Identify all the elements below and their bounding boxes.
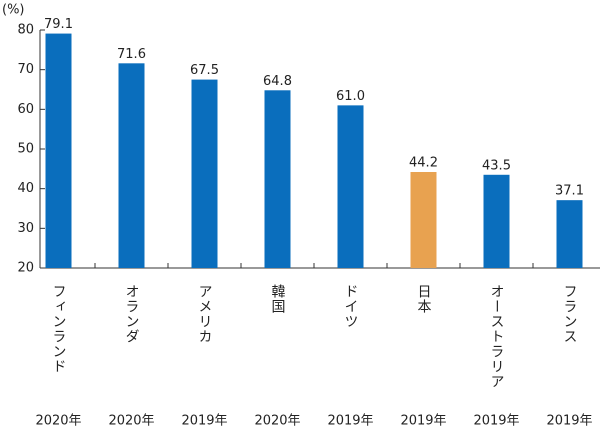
bar — [337, 105, 364, 268]
x-tick-label: 韓国 — [270, 284, 286, 314]
y-tick-label: 30 — [17, 221, 34, 236]
value-label: 37.1 — [555, 184, 584, 199]
bar — [264, 90, 291, 268]
y-tick-label: 20 — [17, 261, 34, 276]
x-tick-label: オランダ — [124, 284, 140, 344]
year-label: 2019年 — [546, 414, 592, 429]
year-label: 2019年 — [400, 414, 446, 429]
year-label: 2019年 — [473, 414, 519, 429]
value-label: 64.8 — [263, 74, 292, 89]
x-tick-label: ドイツ — [343, 284, 359, 329]
x-tick-label: アメリカ — [197, 284, 213, 344]
bar — [118, 63, 145, 268]
value-label: 71.6 — [117, 47, 146, 62]
y-tick-label: 50 — [17, 142, 34, 157]
value-label: 79.1 — [44, 17, 73, 32]
bar — [191, 79, 218, 268]
year-label: 2019年 — [327, 414, 373, 429]
y-tick-label: 40 — [17, 181, 34, 196]
value-label: 67.5 — [190, 63, 219, 78]
value-label: 61.0 — [336, 89, 365, 104]
x-tick-label: フランス — [562, 284, 578, 344]
x-tick-label: 日本 — [416, 284, 432, 314]
bar — [410, 172, 437, 268]
bar — [483, 174, 510, 268]
bar — [45, 33, 72, 268]
value-label: 44.2 — [409, 156, 438, 171]
year-label: 2020年 — [108, 414, 154, 429]
year-label: 2019年 — [181, 414, 227, 429]
year-label: 2020年 — [254, 414, 300, 429]
y-tick-label: 60 — [17, 102, 34, 117]
y-tick-label: 70 — [17, 62, 34, 77]
year-label: 2020年 — [35, 414, 81, 429]
y-unit: (%) — [2, 3, 25, 18]
x-tick-label: オーストラリア — [489, 284, 505, 389]
bar — [556, 200, 583, 268]
value-label: 43.5 — [482, 158, 511, 173]
x-tick-label: フィンランド — [51, 284, 67, 374]
y-tick-label: 80 — [17, 23, 34, 38]
